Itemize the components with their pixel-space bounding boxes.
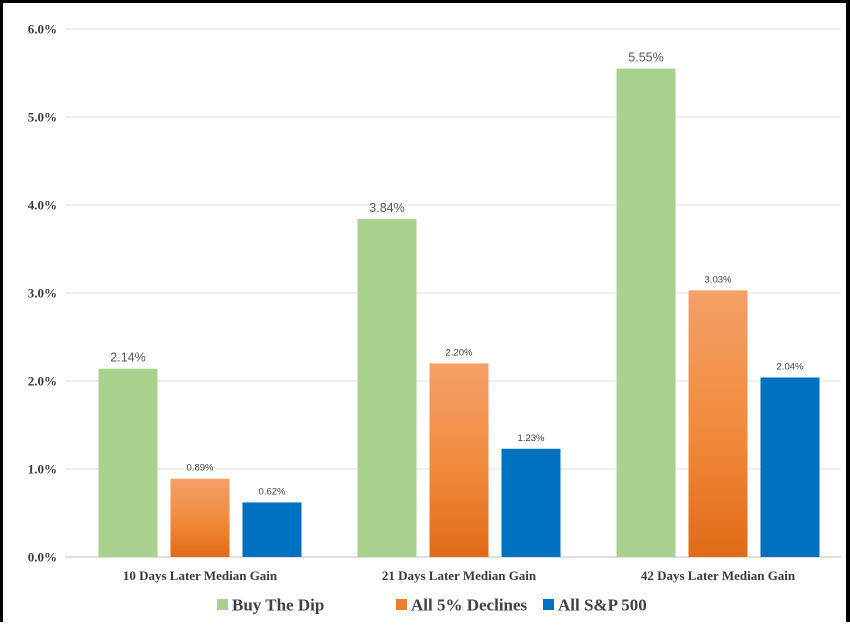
- legend-label: Buy The Dip: [232, 596, 324, 615]
- data-label: 3.84%: [369, 201, 404, 215]
- legend-swatch: [543, 599, 554, 610]
- legend: Buy The Dip All 5% Declines All S&P 500: [217, 596, 647, 615]
- bar-buy-the-dip: [98, 368, 158, 557]
- legend-swatch: [217, 599, 228, 610]
- bar-all-sp500: [242, 502, 302, 557]
- y-axis-ticks: 0.0% 1.0% 2.0% 3.0% 4.0% 5.0% 6.0%: [28, 22, 57, 565]
- data-label: 0.89%: [187, 463, 214, 474]
- legend-swatch: [396, 599, 407, 610]
- x-category-label: 10 Days Later Median Gain: [123, 568, 278, 583]
- data-labels: 2.14% 0.89% 0.62% 3.84% 2.20% 1.23% 5.55% 3.03%…: [110, 51, 804, 498]
- bar-buy-the-dip: [357, 219, 417, 557]
- y-tick-label: 6.0%: [28, 22, 57, 37]
- bar-all-5pct-declines: [688, 290, 748, 557]
- data-label: 3.03%: [705, 274, 732, 285]
- legend-label: All S&P 500: [558, 596, 647, 615]
- y-tick-label: 3.0%: [28, 286, 57, 301]
- bar-all-5pct-declines: [170, 478, 230, 557]
- y-tick-label: 4.0%: [28, 198, 57, 213]
- y-tick-label: 1.0%: [28, 462, 57, 477]
- y-tick-label: 5.0%: [28, 110, 57, 125]
- bar-all-5pct-declines: [429, 363, 489, 557]
- data-label: 5.55%: [628, 51, 663, 65]
- data-label: 1.23%: [518, 433, 545, 444]
- x-category-label: 21 Days Later Median Gain: [382, 568, 537, 583]
- bar-all-sp500: [501, 448, 561, 557]
- x-axis-categories: 10 Days Later Median Gain 21 Days Later M…: [123, 568, 796, 583]
- bar-chart: 0.0% 1.0% 2.0% 3.0% 4.0% 5.0% 6.0% 2.14% 0.89% 0…: [28, 22, 841, 615]
- legend-label: All 5% Declines: [411, 596, 528, 615]
- data-label: 0.62%: [259, 486, 286, 497]
- x-category-label: 42 Days Later Median Gain: [641, 568, 796, 583]
- y-tick-label: 0.0%: [28, 550, 57, 565]
- bar-all-sp500: [760, 377, 820, 557]
- data-label: 2.20%: [446, 347, 473, 358]
- bars: [98, 68, 820, 557]
- data-label: 2.04%: [777, 361, 804, 372]
- bar-buy-the-dip: [616, 68, 676, 557]
- y-tick-label: 2.0%: [28, 374, 57, 389]
- data-label: 2.14%: [110, 351, 145, 365]
